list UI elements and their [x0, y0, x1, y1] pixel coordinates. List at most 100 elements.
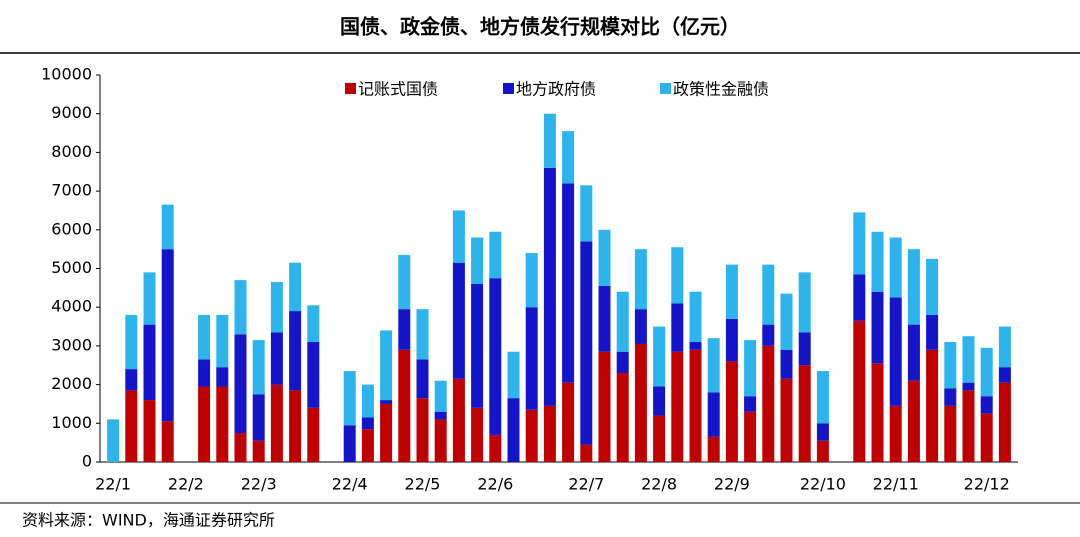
- bar-segment: [416, 398, 429, 462]
- bar-segment: [380, 330, 393, 401]
- y-tick-label: 7000: [51, 181, 92, 200]
- bar-segment: [216, 367, 229, 387]
- bar-segment: [434, 411, 447, 420]
- bar-segment: [580, 241, 593, 445]
- bar-segment: [125, 369, 138, 391]
- bar-segment: [980, 396, 993, 414]
- bar-segment: [871, 291, 884, 364]
- bar-segment: [361, 429, 374, 462]
- bar-segment: [543, 167, 556, 406]
- bar-segment: [398, 254, 411, 310]
- bar-segment: [143, 400, 156, 462]
- bar-segment: [198, 314, 211, 360]
- x-tick-label: 22/5: [405, 475, 441, 494]
- bar-segment: [798, 272, 811, 333]
- bar-segment: [270, 384, 283, 462]
- bar-segment: [871, 231, 884, 292]
- bar-segment: [361, 384, 374, 418]
- bar-segment: [780, 378, 793, 462]
- bar-segment: [616, 351, 629, 373]
- bar-segment: [471, 407, 484, 462]
- bar-segment: [616, 291, 629, 352]
- bar-segment: [398, 349, 411, 462]
- bar-segment: [725, 361, 738, 462]
- bar-segment: [489, 231, 502, 279]
- bar-segment: [543, 113, 556, 168]
- bar-segment: [307, 407, 320, 462]
- bar-segment: [452, 262, 465, 379]
- bar-segment: [161, 421, 174, 462]
- x-tick-label: 22/9: [714, 475, 750, 494]
- bar-segment: [689, 349, 702, 462]
- bar-segment: [525, 253, 538, 308]
- bar-segment: [289, 311, 302, 391]
- x-tick-label: 22/11: [873, 475, 919, 494]
- bar-segment: [161, 204, 174, 250]
- bar-segment: [762, 264, 775, 325]
- bar-segment: [198, 359, 211, 387]
- bar-segment: [543, 405, 556, 462]
- bar-segment: [252, 394, 265, 441]
- bar-segment: [434, 419, 447, 462]
- bar-segment: [634, 309, 647, 344]
- bar-segment: [962, 382, 975, 391]
- bar-segment: [252, 440, 265, 462]
- bar-segment: [434, 380, 447, 412]
- bar-segment: [471, 237, 484, 284]
- bar-segment: [125, 314, 138, 370]
- y-tick-label: 2000: [51, 374, 92, 393]
- bar-segment: [889, 237, 902, 298]
- bar-segment: [343, 371, 356, 426]
- bar-segment: [689, 342, 702, 350]
- bar-segment: [980, 347, 993, 397]
- bar-segment: [671, 303, 684, 352]
- bar-segment: [944, 342, 957, 389]
- bar-segment: [798, 332, 811, 366]
- bar-segment: [289, 262, 302, 312]
- bar-segment: [889, 405, 902, 462]
- bar-segment: [471, 283, 484, 408]
- legend-label: 政策性金融债: [673, 80, 769, 99]
- bar-segment: [252, 340, 265, 395]
- bar-segment: [962, 336, 975, 383]
- bar-segment: [853, 320, 866, 462]
- bar-segment: [398, 309, 411, 350]
- bar-segment: [234, 432, 247, 462]
- x-tick-label: 22/1: [95, 475, 131, 494]
- x-tick-label: 22/7: [568, 475, 604, 494]
- bar-segment: [707, 392, 720, 437]
- bar-segment: [871, 363, 884, 462]
- bar-segment: [744, 396, 757, 412]
- legend-label: 记账式国债: [358, 80, 438, 99]
- y-tick-label: 1000: [51, 413, 92, 432]
- bar-segment: [725, 318, 738, 362]
- bar-segment: [598, 285, 611, 352]
- bar-segment: [926, 258, 939, 315]
- bar-segment: [616, 372, 629, 462]
- bar-segment: [653, 326, 666, 387]
- bar-segment: [744, 340, 757, 397]
- bar-segment: [707, 436, 720, 462]
- bar-segment: [780, 293, 793, 350]
- bar-segment: [944, 405, 957, 462]
- bar-segment: [380, 403, 393, 462]
- bar-segment: [598, 351, 611, 462]
- bar-segment: [998, 367, 1011, 383]
- bar-segment: [889, 297, 902, 406]
- bar-segment: [689, 291, 702, 343]
- bar-segment: [926, 314, 939, 350]
- legend-label: 地方政府债: [516, 80, 596, 99]
- bar-segment: [562, 183, 575, 383]
- bar-segment: [580, 444, 593, 462]
- bar-segment: [307, 305, 320, 343]
- bar-segment: [962, 390, 975, 462]
- bar-segment: [562, 131, 575, 184]
- bar-segment: [907, 249, 920, 325]
- bar-segment: [507, 351, 520, 399]
- bar-segment: [671, 247, 684, 304]
- bar-segment: [598, 229, 611, 286]
- x-tick-label: 22/12: [964, 475, 1010, 494]
- bar-segment: [289, 390, 302, 462]
- bar-segment: [653, 386, 666, 416]
